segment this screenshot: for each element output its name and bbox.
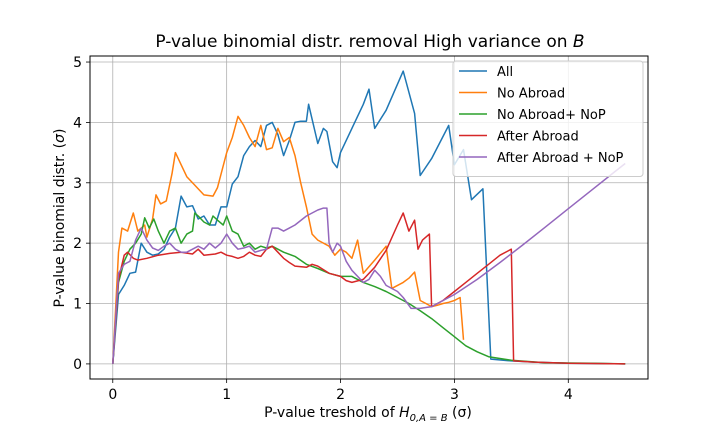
y-tick-label: 1 bbox=[73, 297, 82, 313]
series-lines bbox=[112, 70, 626, 365]
series-line-3 bbox=[112, 212, 626, 365]
y-tick-label: 5 bbox=[73, 55, 82, 71]
x-tick-label: 4 bbox=[564, 387, 573, 403]
plot-frame bbox=[89, 55, 649, 380]
legend-label: After Abroad + NoP bbox=[497, 151, 624, 166]
x-axis-label: P-value treshold of H0,A = B (σ) bbox=[264, 405, 472, 424]
x-tick-label: 0 bbox=[108, 387, 117, 403]
y-tick-label: 2 bbox=[73, 236, 82, 252]
x-tick-label: 2 bbox=[336, 387, 345, 403]
legend-label: After Abroad bbox=[497, 130, 579, 145]
legend-label: No Abroad+ NoP bbox=[497, 108, 606, 123]
x-tick-label: 3 bbox=[450, 387, 459, 403]
legend-label: All bbox=[497, 65, 513, 80]
axis-ticks: 0 1 2 3 4 0 1 2 3 4 5 bbox=[73, 55, 573, 403]
series-line-5 bbox=[112, 162, 626, 364]
legend-box bbox=[452, 60, 644, 177]
chart-title: P-value binomial distr. removal High var… bbox=[155, 32, 584, 52]
legend: All No Abroad No Abroad+ NoP After Abroad Af… bbox=[452, 60, 644, 177]
y-axis-label: P-value binomial distr. (σ) bbox=[52, 129, 68, 308]
y-tick-label: 0 bbox=[73, 357, 82, 373]
x-tick-label: 1 bbox=[222, 387, 231, 403]
y-tick-label: 4 bbox=[73, 115, 82, 131]
series-line-2 bbox=[112, 115, 465, 364]
legend-label: No Abroad bbox=[497, 87, 565, 102]
series-line-1 bbox=[112, 70, 626, 365]
y-tick-label: 3 bbox=[73, 176, 82, 192]
